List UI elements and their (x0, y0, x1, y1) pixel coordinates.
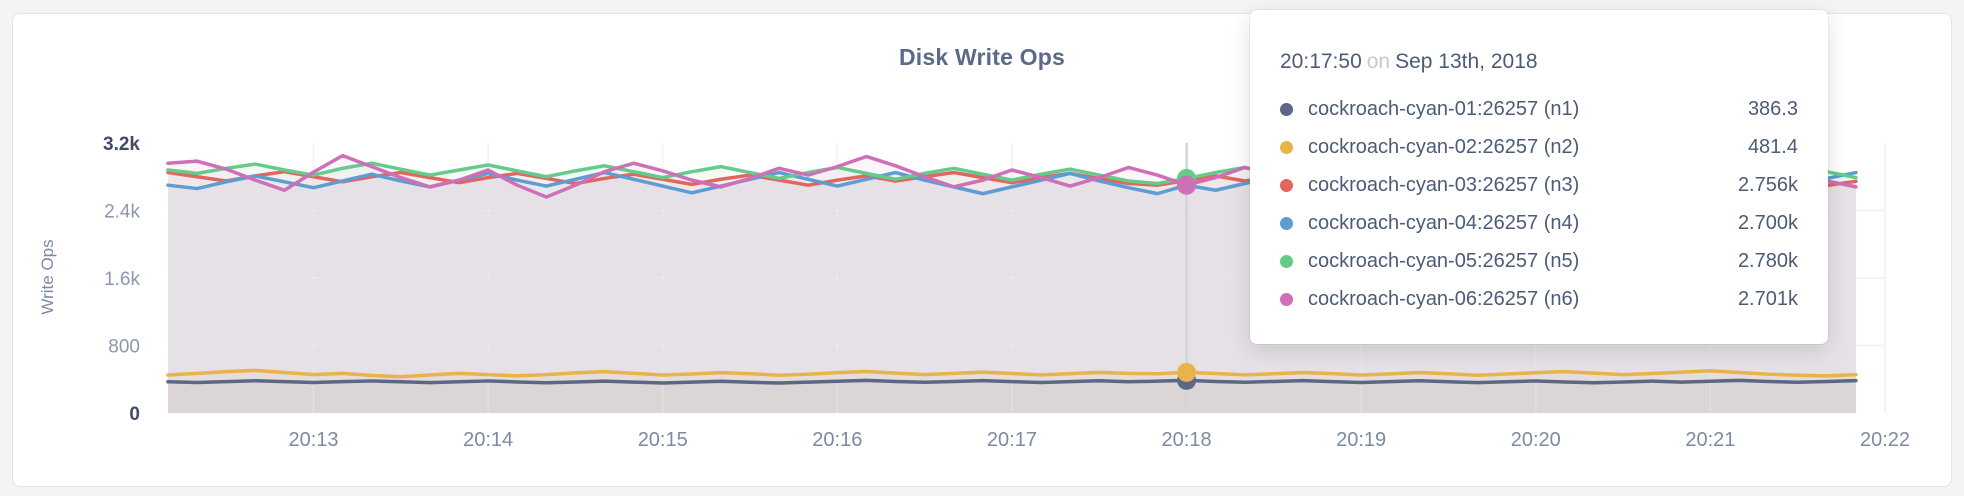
tooltip-header: 20:17:50 on Sep 13th, 2018 (1280, 50, 1798, 74)
x-tick-label: 20:18 (1162, 429, 1212, 451)
tooltip-series-list: cockroach-cyan-01:26257 (n1) 386.3 cockroa… (1280, 90, 1798, 318)
series-name: cockroach-cyan-03:26257 (n3) (1308, 173, 1580, 196)
x-tick-label: 20:22 (1860, 429, 1910, 451)
tooltip-series-row: cockroach-cyan-06:26257 (n6) 2.701k (1280, 280, 1798, 318)
tooltip-on-word: on (1366, 50, 1391, 73)
series-value: 2.701k (1737, 287, 1798, 310)
series-value: 386.3 (1747, 97, 1798, 120)
series-color-dot (1280, 254, 1293, 268)
y-tick-label: 0 (129, 404, 140, 425)
series-name: cockroach-cyan-06:26257 (n6) (1308, 287, 1580, 310)
hover-dot-n2 (1177, 362, 1197, 382)
series-name: cockroach-cyan-04:26257 (n4) (1308, 211, 1580, 234)
hover-dot-n6 (1177, 175, 1197, 195)
x-tick-label: 20:20 (1511, 429, 1561, 451)
chart-title: Disk Write Ops (899, 44, 1065, 70)
series-value: 2.756k (1737, 173, 1798, 196)
series-color-dot (1280, 292, 1293, 306)
tooltip-date: Sep 13th, 2018 (1395, 50, 1538, 73)
y-tick-label: 1.6k (104, 269, 140, 290)
tooltip-series-row: cockroach-cyan-02:26257 (n2) 481.4 (1280, 128, 1798, 166)
y-tick-label: 800 (108, 337, 140, 358)
tooltip-series-row: cockroach-cyan-04:26257 (n4) 2.700k (1280, 204, 1798, 242)
x-tick-label: 20:19 (1336, 429, 1386, 451)
series-line-n1 (166, 378, 1858, 385)
x-tick-label: 20:13 (288, 429, 338, 451)
series-line-n2 (166, 368, 1858, 379)
tooltip-series-row: cockroach-cyan-03:26257 (n3) 2.756k (1280, 166, 1798, 204)
x-tick-label: 20:17 (987, 429, 1037, 451)
series-value: 481.4 (1747, 135, 1798, 158)
tooltip-series-row: cockroach-cyan-05:26257 (n5) 2.780k (1280, 242, 1798, 280)
y-tick-label: 3.2k (103, 134, 140, 155)
series-color-dot (1280, 102, 1293, 116)
x-tick-label: 20:15 (638, 429, 688, 451)
tooltip-series-row: cockroach-cyan-01:26257 (n1) 386.3 (1280, 90, 1798, 128)
series-value: 2.780k (1737, 249, 1798, 272)
series-color-dot (1280, 216, 1293, 230)
tooltip-time: 20:17:50 (1280, 50, 1362, 73)
series-name: cockroach-cyan-05:26257 (n5) (1308, 249, 1580, 272)
y-axis-label: Write Ops (38, 239, 57, 315)
x-tick-label: 20:14 (463, 429, 513, 451)
series-name: cockroach-cyan-01:26257 (n1) (1308, 97, 1580, 120)
y-tick-label: 2.4k (104, 202, 140, 223)
series-color-dot (1280, 140, 1293, 154)
chart-tooltip: 20:17:50 on Sep 13th, 2018 cockroach-cyan-… (1250, 10, 1828, 344)
x-tick-label: 20:21 (1685, 429, 1735, 451)
series-name: cockroach-cyan-02:26257 (n2) (1308, 135, 1580, 158)
x-tick-label: 20:16 (812, 429, 862, 451)
series-value: 2.700k (1737, 211, 1798, 234)
series-color-dot (1280, 178, 1293, 192)
